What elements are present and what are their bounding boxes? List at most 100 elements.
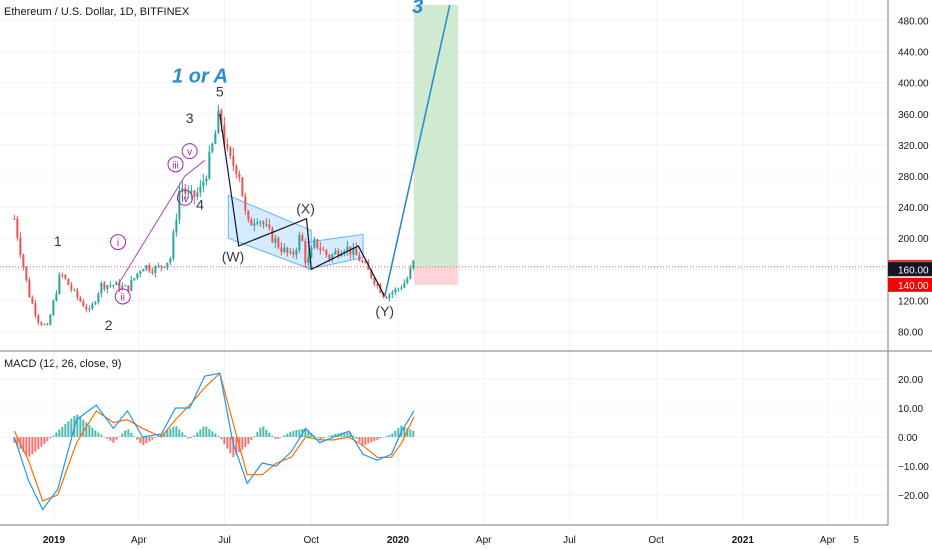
time-tick-label: 2019 <box>43 535 66 546</box>
macd-histogram-bar <box>118 436 121 438</box>
macd-histogram-bar <box>226 437 229 449</box>
macd-histogram-bar <box>289 431 292 437</box>
candle-body <box>73 289 76 291</box>
wave-label-w1: 1 <box>54 233 62 249</box>
macd-histogram-bar <box>43 437 46 445</box>
wave-3-projection-line <box>383 4 451 297</box>
macd-histogram-bar <box>373 437 376 442</box>
candle-body <box>295 249 298 255</box>
macd-histogram-bar <box>22 437 25 453</box>
chart-title: Ethereum / U.S. Dollar, 1D, BITFINEX <box>4 6 190 18</box>
subwave-circle-wiii <box>167 156 184 173</box>
macd-histogram-bar <box>322 437 325 439</box>
macd-histogram-bar <box>79 417 82 437</box>
macd-histogram-bar <box>247 437 250 445</box>
macd-histogram-bar <box>127 429 130 437</box>
macd-line <box>13 372 415 511</box>
candle-body <box>184 187 187 194</box>
macd-histogram-bar <box>190 437 193 439</box>
macd-histogram-bar <box>388 434 391 437</box>
macd-histogram-bar <box>109 437 112 441</box>
candle-body <box>160 265 163 267</box>
macd-histogram-bar <box>343 432 346 437</box>
price-badge <box>888 262 932 277</box>
candle-body <box>142 269 145 272</box>
macd-histogram-bar <box>376 437 379 440</box>
wave-label-wY: (Y) <box>375 303 394 319</box>
candle-body <box>292 251 295 255</box>
candle-body <box>22 254 25 267</box>
price-tick-label: 200.00 <box>898 234 929 245</box>
price-badge <box>888 277 932 292</box>
macd-histogram-bar <box>346 431 349 437</box>
macd-histogram-bar <box>103 436 106 438</box>
macd-histogram-bar <box>154 437 157 438</box>
wave-label-w2: 2 <box>105 317 113 333</box>
candle-body <box>241 177 244 197</box>
subwave-circle-wi <box>110 234 127 251</box>
candle-body <box>187 192 190 194</box>
candle-body <box>310 247 313 258</box>
macd-histogram-bar <box>106 437 109 439</box>
candle-body <box>412 260 415 269</box>
price-tick-label: 400.00 <box>898 79 929 90</box>
candle-body <box>214 133 217 144</box>
candle-body <box>262 221 265 225</box>
candle-body <box>337 250 340 257</box>
candle-body <box>223 124 226 145</box>
macd-histogram-bar <box>340 432 343 437</box>
wave-label-wW: (W) <box>222 249 245 265</box>
wave-label-wave_1_or_a: 1 or A <box>172 66 228 88</box>
candle-body <box>256 221 259 224</box>
macd-histogram-bar <box>70 418 73 437</box>
candle-body <box>244 196 247 211</box>
macd-histogram-bar <box>217 435 220 437</box>
candle-body <box>97 293 100 303</box>
macd-histogram-bar <box>88 425 91 437</box>
candle-body <box>298 235 301 250</box>
candle-body <box>283 247 286 252</box>
macd-histogram-bar <box>268 432 271 437</box>
candle-body <box>109 285 112 287</box>
macd-histogram-bar <box>316 437 319 438</box>
candle-body <box>277 238 280 248</box>
macd-signal-line <box>13 372 415 502</box>
macd-histogram-bar <box>31 437 34 455</box>
candle-body <box>64 274 67 279</box>
macd-histogram-bar <box>280 437 283 438</box>
time-tick-label: Apr <box>820 535 836 546</box>
macd-histogram-bar <box>121 433 124 437</box>
price-tick-label: 440.00 <box>898 48 929 59</box>
macd-histogram-bar <box>364 437 367 445</box>
macd-histogram-bar <box>403 426 406 437</box>
candle-body <box>37 315 40 323</box>
candle-body <box>211 143 214 152</box>
candle-body <box>220 110 223 125</box>
macd-histogram-bar <box>367 437 370 444</box>
macd-histogram-bar <box>40 437 43 447</box>
price-tick-label: 360.00 <box>898 110 929 121</box>
macd-histogram-bar <box>67 421 70 437</box>
subwave-label-wii: ii <box>121 292 125 303</box>
candle-body <box>46 324 49 326</box>
candle-body <box>193 190 196 197</box>
macd-histogram-bar <box>178 429 181 437</box>
candle-body <box>229 147 232 156</box>
candle-body <box>85 306 88 310</box>
candle-body <box>151 271 154 274</box>
macd-tick-label: 10.00 <box>898 404 923 415</box>
macd-histogram-bar <box>409 429 412 437</box>
candle-body <box>325 249 328 255</box>
candle-body <box>58 274 61 294</box>
candle-body <box>13 218 16 220</box>
candle-body <box>55 293 58 301</box>
macd-histogram-bar <box>232 437 235 458</box>
macd-histogram-bar <box>142 437 145 446</box>
macd-histogram-bar <box>304 428 307 437</box>
candle-body <box>16 218 19 238</box>
candle-body <box>103 282 106 290</box>
macd-histogram-bar <box>208 428 211 437</box>
macd-histogram-bar <box>28 437 31 457</box>
macd-histogram-bar <box>328 435 331 437</box>
